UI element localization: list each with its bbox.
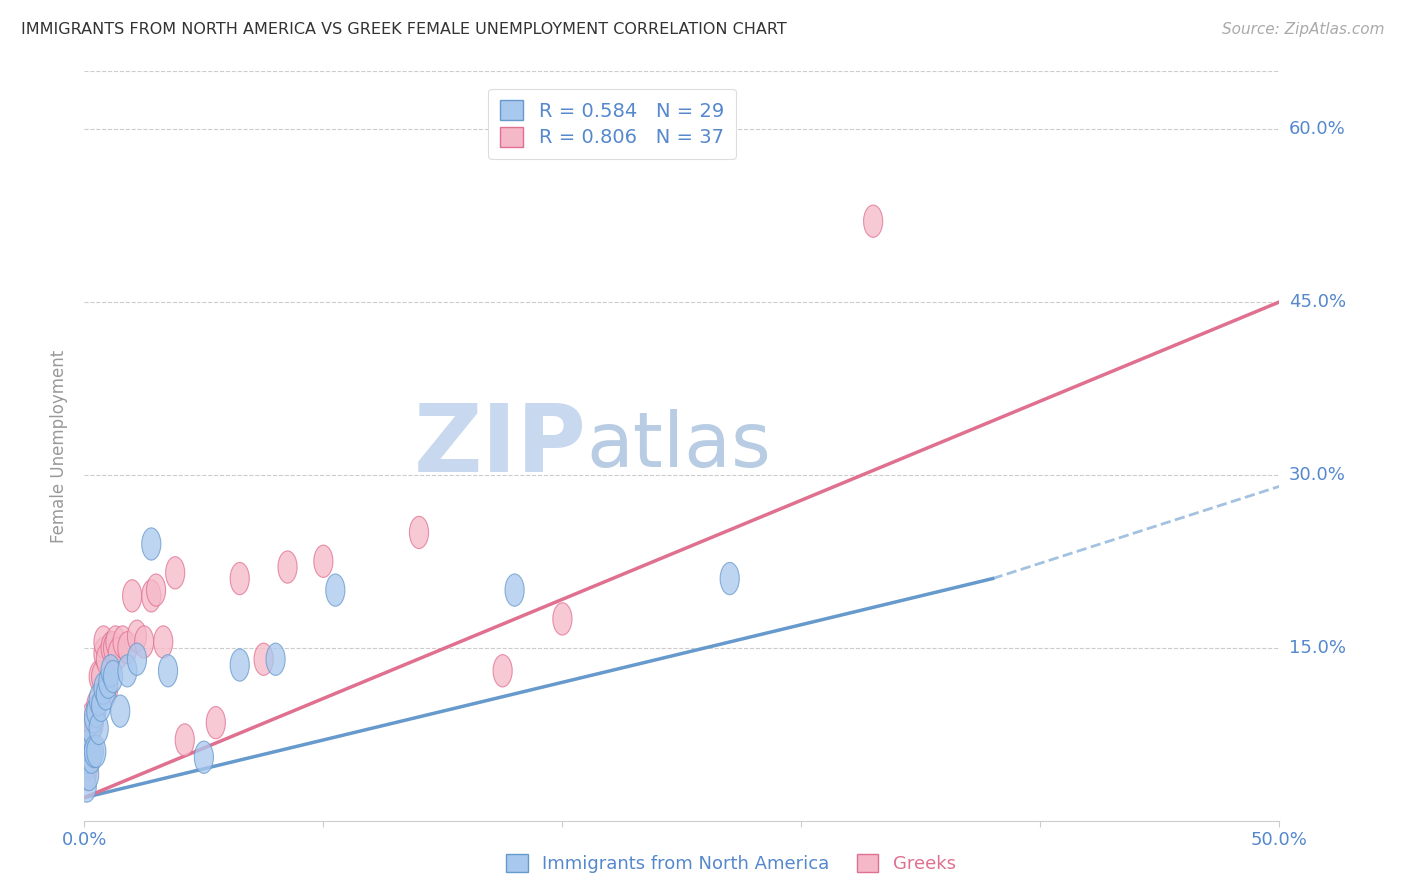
Ellipse shape <box>112 626 132 658</box>
Ellipse shape <box>118 632 136 664</box>
Ellipse shape <box>159 655 177 687</box>
Ellipse shape <box>231 563 249 595</box>
Ellipse shape <box>77 730 97 762</box>
Ellipse shape <box>105 626 125 658</box>
Ellipse shape <box>94 626 112 658</box>
Ellipse shape <box>82 741 101 773</box>
Ellipse shape <box>87 735 105 768</box>
Text: 60.0%: 60.0% <box>1289 120 1346 138</box>
Ellipse shape <box>409 516 429 549</box>
Ellipse shape <box>135 626 153 658</box>
Ellipse shape <box>87 695 105 727</box>
Ellipse shape <box>80 730 98 762</box>
Text: 45.0%: 45.0% <box>1289 293 1346 311</box>
Ellipse shape <box>720 563 740 595</box>
Ellipse shape <box>82 735 101 768</box>
Ellipse shape <box>194 741 214 773</box>
Ellipse shape <box>89 713 108 745</box>
Ellipse shape <box>96 678 115 710</box>
Ellipse shape <box>254 643 273 675</box>
Text: IMMIGRANTS FROM NORTH AMERICA VS GREEK FEMALE UNEMPLOYMENT CORRELATION CHART: IMMIGRANTS FROM NORTH AMERICA VS GREEK F… <box>21 22 787 37</box>
Ellipse shape <box>94 638 112 670</box>
Text: 15.0%: 15.0% <box>1289 639 1346 657</box>
Ellipse shape <box>77 770 97 802</box>
Legend: Immigrants from North America, Greeks: Immigrants from North America, Greeks <box>501 848 962 879</box>
Ellipse shape <box>166 557 184 589</box>
Ellipse shape <box>82 701 101 733</box>
Ellipse shape <box>101 655 121 687</box>
Ellipse shape <box>142 580 160 612</box>
Ellipse shape <box>80 718 98 750</box>
Ellipse shape <box>142 528 160 560</box>
Ellipse shape <box>91 690 111 722</box>
Ellipse shape <box>96 643 115 675</box>
Ellipse shape <box>104 632 122 664</box>
Ellipse shape <box>98 666 118 698</box>
Ellipse shape <box>153 626 173 658</box>
Ellipse shape <box>94 672 112 704</box>
Ellipse shape <box>176 723 194 756</box>
Legend: R = 0.584   N = 29, R = 0.806   N = 37: R = 0.584 N = 29, R = 0.806 N = 37 <box>488 88 735 159</box>
Ellipse shape <box>80 747 98 779</box>
Ellipse shape <box>207 706 225 739</box>
Ellipse shape <box>128 620 146 652</box>
Ellipse shape <box>84 706 104 739</box>
Ellipse shape <box>122 580 142 612</box>
Text: ZIP: ZIP <box>413 400 586 492</box>
Ellipse shape <box>104 660 122 693</box>
Ellipse shape <box>84 735 104 768</box>
Ellipse shape <box>80 758 98 790</box>
Ellipse shape <box>87 690 105 722</box>
Ellipse shape <box>146 574 166 607</box>
Ellipse shape <box>553 603 572 635</box>
Y-axis label: Female Unemployment: Female Unemployment <box>51 350 69 542</box>
Ellipse shape <box>89 660 108 693</box>
Ellipse shape <box>77 758 97 790</box>
Ellipse shape <box>494 655 512 687</box>
Ellipse shape <box>98 672 118 704</box>
Ellipse shape <box>77 741 97 773</box>
Text: atlas: atlas <box>586 409 770 483</box>
Ellipse shape <box>278 551 297 583</box>
Ellipse shape <box>128 643 146 675</box>
Ellipse shape <box>326 574 344 607</box>
Ellipse shape <box>314 545 333 577</box>
Ellipse shape <box>266 643 285 675</box>
Ellipse shape <box>505 574 524 607</box>
Ellipse shape <box>118 655 136 687</box>
Ellipse shape <box>82 713 101 745</box>
Ellipse shape <box>108 638 128 670</box>
Ellipse shape <box>231 648 249 681</box>
Text: Source: ZipAtlas.com: Source: ZipAtlas.com <box>1222 22 1385 37</box>
Ellipse shape <box>84 701 104 733</box>
Ellipse shape <box>91 660 111 693</box>
Ellipse shape <box>89 683 108 715</box>
Ellipse shape <box>101 632 121 664</box>
Ellipse shape <box>111 695 129 727</box>
Ellipse shape <box>863 205 883 237</box>
Text: 30.0%: 30.0% <box>1289 466 1346 483</box>
